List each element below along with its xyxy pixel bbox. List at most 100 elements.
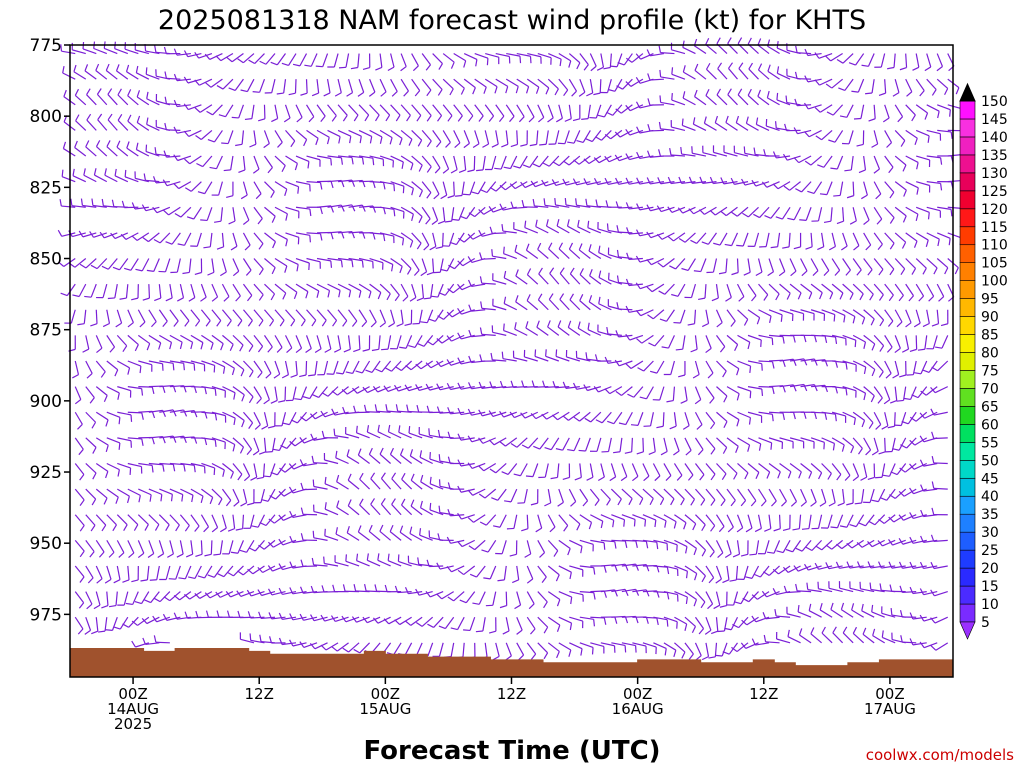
wind-barb bbox=[548, 79, 558, 95]
wind-barb bbox=[636, 54, 653, 60]
wind-barb-staff bbox=[706, 643, 709, 657]
wind-barb-flag bbox=[521, 529, 528, 531]
wind-barb bbox=[658, 177, 675, 183]
wind-barb bbox=[308, 361, 317, 376]
wind-barb-staff bbox=[483, 156, 485, 170]
wind-barb bbox=[567, 438, 580, 451]
wind-barb-staff bbox=[482, 259, 496, 260]
wind-barb-staff bbox=[307, 284, 319, 291]
wind-barb-staff bbox=[391, 105, 400, 115]
wind-barb bbox=[348, 474, 359, 489]
wind-barb-staff bbox=[181, 207, 191, 217]
wind-barb bbox=[580, 566, 595, 575]
wind-barb bbox=[599, 271, 611, 284]
wind-barb bbox=[649, 438, 655, 455]
wind-barb-staff bbox=[75, 95, 85, 104]
wind-barb bbox=[128, 489, 141, 502]
wind-barb-flag bbox=[249, 144, 255, 147]
wind-barb bbox=[500, 592, 507, 608]
wind-barb-staff bbox=[728, 95, 738, 105]
wind-barb-flag bbox=[559, 243, 562, 249]
wind-barb-staff bbox=[285, 310, 294, 321]
wind-barb bbox=[254, 387, 261, 404]
wind-barb-staff bbox=[157, 207, 170, 212]
wind-barb-flag bbox=[286, 214, 288, 221]
wind-barb-flag bbox=[119, 553, 124, 558]
wind-barb bbox=[456, 643, 464, 658]
wind-barb-staff bbox=[412, 130, 422, 140]
wind-barb-flag bbox=[92, 199, 93, 206]
wind-barb-staff bbox=[538, 540, 545, 552]
wind-barb-flag bbox=[91, 525, 95, 531]
wind-barb-flag bbox=[93, 447, 96, 453]
wind-barb-flag bbox=[400, 266, 402, 273]
wind-barb-flag bbox=[132, 236, 137, 241]
wind-barb-staff bbox=[107, 540, 114, 552]
wind-barb bbox=[359, 105, 369, 121]
wind-barb bbox=[754, 148, 769, 156]
wind-barb-flag bbox=[251, 526, 258, 527]
wind-barb-flag bbox=[497, 580, 504, 581]
wind-barb-flag bbox=[219, 115, 226, 117]
wind-barb bbox=[548, 617, 560, 632]
wind-barb-staff bbox=[371, 479, 380, 489]
wind-barb-flag bbox=[258, 346, 262, 352]
wind-barb bbox=[725, 233, 738, 246]
wind-barb-flag bbox=[206, 83, 211, 87]
wind-barb bbox=[511, 130, 518, 146]
wind-barb bbox=[451, 156, 457, 173]
wind-barb bbox=[558, 320, 569, 335]
wind-barb bbox=[626, 129, 643, 135]
wind-barb-flag bbox=[781, 501, 786, 506]
wind-barb-flag bbox=[208, 575, 215, 577]
wind-barb-flag bbox=[159, 343, 161, 350]
wind-barb bbox=[279, 564, 296, 570]
wind-barb-flag bbox=[711, 631, 718, 633]
wind-barb bbox=[391, 79, 398, 96]
wind-barb-flag bbox=[271, 294, 274, 300]
wind-barb-flag bbox=[519, 117, 524, 122]
wind-barb-flag bbox=[371, 498, 375, 504]
wind-barb-staff bbox=[191, 540, 193, 554]
wind-barb-staff bbox=[296, 105, 302, 118]
wind-barb-flag bbox=[400, 138, 402, 145]
wind-barb bbox=[721, 177, 738, 183]
wind-barb-flag bbox=[296, 348, 301, 352]
wind-barb-staff bbox=[422, 54, 430, 65]
wind-barb bbox=[77, 310, 85, 325]
wind-barb-staff bbox=[428, 643, 433, 656]
wind-barb bbox=[163, 180, 180, 186]
wind-barb bbox=[738, 89, 748, 105]
wind-barb-flag bbox=[332, 391, 338, 395]
wind-barb-flag bbox=[63, 66, 64, 73]
wind-barb-staff bbox=[550, 274, 559, 285]
wind-barb-staff bbox=[247, 540, 254, 552]
wind-barb-flag bbox=[397, 324, 403, 327]
wind-barb-flag bbox=[184, 465, 185, 472]
wind-barb-flag bbox=[401, 67, 407, 71]
wind-barb bbox=[703, 146, 717, 156]
wind-barb bbox=[543, 381, 559, 388]
wind-barb-flag bbox=[137, 90, 139, 97]
wind-barb bbox=[212, 335, 223, 350]
wind-barb-staff bbox=[233, 259, 239, 272]
wind-barb-flag bbox=[184, 363, 185, 370]
wind-barb-flag bbox=[770, 316, 771, 323]
wind-barb-flag bbox=[673, 451, 679, 455]
wind-barb bbox=[563, 463, 570, 479]
wind-barb-staff bbox=[148, 233, 159, 242]
wind-barb-flag bbox=[469, 116, 473, 122]
wind-barb-staff bbox=[381, 479, 390, 490]
wind-barb bbox=[147, 92, 160, 105]
wind-barb-staff bbox=[748, 284, 756, 295]
wind-barb bbox=[553, 381, 569, 388]
wind-barb bbox=[412, 79, 420, 96]
wind-barb-flag bbox=[520, 144, 527, 146]
wind-barb-staff bbox=[268, 489, 275, 501]
wind-barb-flag bbox=[621, 477, 627, 481]
wind-barb-flag bbox=[241, 370, 244, 376]
wind-barb-staff bbox=[212, 259, 214, 273]
wind-barb-staff bbox=[317, 105, 325, 116]
wind-barb-flag bbox=[617, 225, 618, 232]
wind-barb bbox=[250, 463, 256, 480]
